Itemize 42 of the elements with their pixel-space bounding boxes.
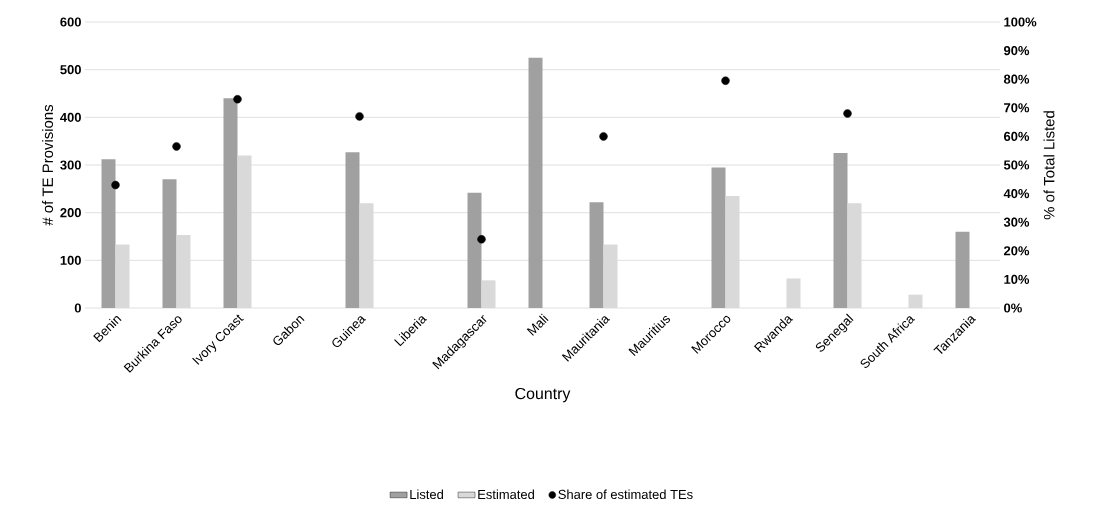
y2-tick-label: 100% bbox=[1004, 17, 1037, 27]
y-tick-label: 300 bbox=[60, 160, 81, 170]
bar bbox=[528, 57, 543, 308]
point bbox=[233, 95, 242, 104]
bar bbox=[589, 202, 604, 308]
y2-tick-label: 10% bbox=[1004, 274, 1030, 284]
bar bbox=[467, 192, 482, 308]
y2-tick-label: 0% bbox=[1004, 303, 1022, 313]
y2-tick-label: 60% bbox=[1004, 131, 1030, 141]
y-tick-label: 200 bbox=[60, 208, 81, 218]
bar bbox=[223, 98, 238, 308]
point bbox=[599, 132, 608, 141]
bar bbox=[345, 152, 360, 308]
point bbox=[111, 180, 120, 190]
point bbox=[355, 112, 364, 121]
point bbox=[477, 235, 486, 244]
y2-tick-label: 30% bbox=[1003, 217, 1030, 227]
bar bbox=[833, 153, 848, 308]
bar bbox=[101, 159, 116, 308]
y2-tick-label: 50% bbox=[1003, 160, 1030, 170]
bar bbox=[162, 179, 177, 308]
legend-label: Estimated bbox=[478, 489, 534, 500]
y2-axis-title: % of Total Listed bbox=[1043, 111, 1055, 220]
y-tick-label: 100 bbox=[60, 255, 81, 265]
y-tick-label: 500 bbox=[60, 65, 81, 75]
legend-label: Share of estimated TEs bbox=[558, 489, 693, 500]
y-tick-label: 400 bbox=[60, 112, 81, 122]
bar bbox=[955, 231, 970, 308]
point bbox=[721, 76, 730, 85]
x-axis-title: Country bbox=[515, 387, 571, 403]
point bbox=[172, 142, 181, 151]
y2-tick-label: 90% bbox=[1003, 46, 1030, 56]
point bbox=[843, 109, 852, 118]
y2-tick-label: 80% bbox=[1003, 74, 1030, 84]
legend-label: Listed bbox=[410, 489, 444, 500]
y2-tick-label: 70% bbox=[1004, 103, 1030, 113]
y2-tick-label: 20% bbox=[1003, 246, 1030, 256]
y-tick-label: 0 bbox=[74, 303, 81, 313]
y-axis-title: # of TE Provisions bbox=[42, 104, 54, 226]
y-tick-label: 600 bbox=[60, 17, 81, 27]
bar bbox=[711, 167, 726, 308]
y2-tick-label: 40% bbox=[1003, 189, 1030, 199]
